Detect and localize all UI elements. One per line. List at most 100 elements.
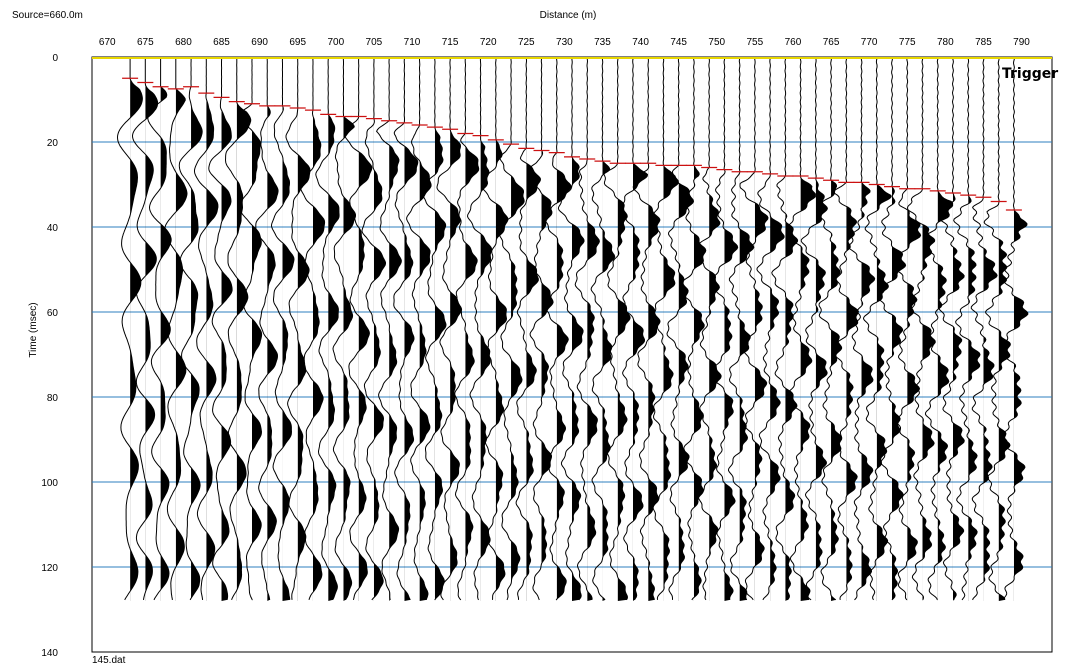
source-label: Source=660.0m (12, 10, 83, 21)
trace-fill (785, 57, 798, 601)
trace-wiggle (116, 57, 143, 601)
trace-wiggle (574, 56, 600, 600)
trace-wiggle (739, 57, 769, 601)
trace (224, 56, 252, 601)
x-tick-label: 710 (404, 37, 421, 48)
trace-wiggle (727, 56, 755, 601)
trace (376, 56, 402, 601)
trace-wiggle (590, 57, 616, 601)
trace-wiggle (786, 57, 816, 601)
trace (983, 56, 1011, 601)
trace-wiggle (498, 57, 525, 601)
trace-wiggle (938, 56, 965, 601)
y-axis-title: Time (msec) (28, 302, 39, 357)
trace-wiggle (694, 56, 722, 601)
trace-fill (815, 58, 828, 569)
trace-fill (922, 57, 936, 601)
trace-fill (206, 57, 218, 601)
trace-fill (221, 57, 233, 601)
trace-wiggle (877, 56, 907, 601)
x-tick-label: 680 (175, 37, 192, 48)
trace-fill (739, 57, 754, 601)
trace (603, 56, 631, 601)
trace (924, 56, 954, 601)
trace (620, 56, 649, 601)
trace (557, 57, 585, 601)
trace (907, 56, 936, 601)
x-axis-title: Distance (m) (540, 10, 597, 21)
trace-wiggle (315, 56, 340, 601)
trace (694, 56, 722, 601)
trace (590, 57, 616, 601)
trace (574, 56, 600, 601)
y-tick-label: 60 (47, 308, 59, 319)
trace-wiggle (632, 56, 661, 600)
trace-wiggle (194, 56, 219, 600)
trace (800, 56, 828, 601)
trace (970, 56, 998, 601)
trace (632, 56, 661, 601)
x-tick-label: 765 (823, 37, 840, 48)
trace-wiggle (652, 56, 679, 600)
trace-fill (434, 57, 446, 601)
trace-fill (724, 57, 738, 601)
x-tick-label: 760 (785, 37, 802, 48)
trace-fill (145, 83, 158, 593)
trace (481, 56, 509, 600)
trace (361, 56, 386, 601)
trace (406, 56, 432, 601)
trace (893, 56, 922, 601)
trace-wiggle (393, 56, 419, 601)
trace-fill (282, 57, 294, 601)
trace-wiggle (756, 56, 785, 601)
trace-wiggle (817, 56, 843, 601)
trace-wiggle (147, 57, 172, 601)
trace-fill (861, 60, 875, 588)
trace (666, 56, 695, 601)
x-tick-label: 745 (670, 37, 687, 48)
x-tick-label: 730 (556, 37, 573, 48)
x-tick-label: 720 (480, 37, 497, 48)
trace (238, 56, 263, 601)
x-tick-label: 700 (327, 37, 344, 48)
trace-fill (312, 57, 325, 601)
trace-wiggle (983, 56, 1011, 600)
trace-fill (526, 57, 541, 601)
trace (466, 56, 493, 601)
trace-fill (511, 60, 525, 584)
x-tick-label: 670 (99, 37, 116, 48)
trace (255, 57, 279, 601)
trace-fill (236, 57, 251, 601)
trace-wiggle (420, 56, 447, 601)
trace-wiggle (224, 56, 252, 601)
trace-fill (373, 58, 386, 598)
trace (436, 56, 463, 601)
trace-fill (907, 61, 921, 562)
trace-wiggle (208, 56, 233, 600)
trace-wiggle (344, 56, 373, 601)
trace (344, 56, 373, 601)
trace (270, 57, 295, 601)
trace-wiggle (361, 56, 386, 601)
trace-wiggle (270, 57, 295, 600)
trace-wiggle (557, 57, 585, 601)
trace (420, 56, 447, 601)
x-tick-label: 780 (937, 37, 954, 48)
trace-wiggle (255, 57, 279, 600)
trace-fill (1013, 57, 1028, 580)
trace-wiggle (178, 56, 203, 601)
trace (332, 56, 356, 601)
trace (848, 57, 876, 601)
x-tick-label: 675 (137, 37, 154, 48)
trace-wiggle (481, 56, 509, 600)
trace-fill (358, 57, 372, 601)
trace-fill (770, 57, 785, 601)
trace (147, 57, 172, 601)
trace (938, 56, 965, 601)
x-tick-label: 775 (899, 37, 916, 48)
trace-wiggle (376, 56, 402, 601)
trace (131, 57, 159, 600)
trace (116, 57, 143, 601)
trace (877, 56, 907, 601)
